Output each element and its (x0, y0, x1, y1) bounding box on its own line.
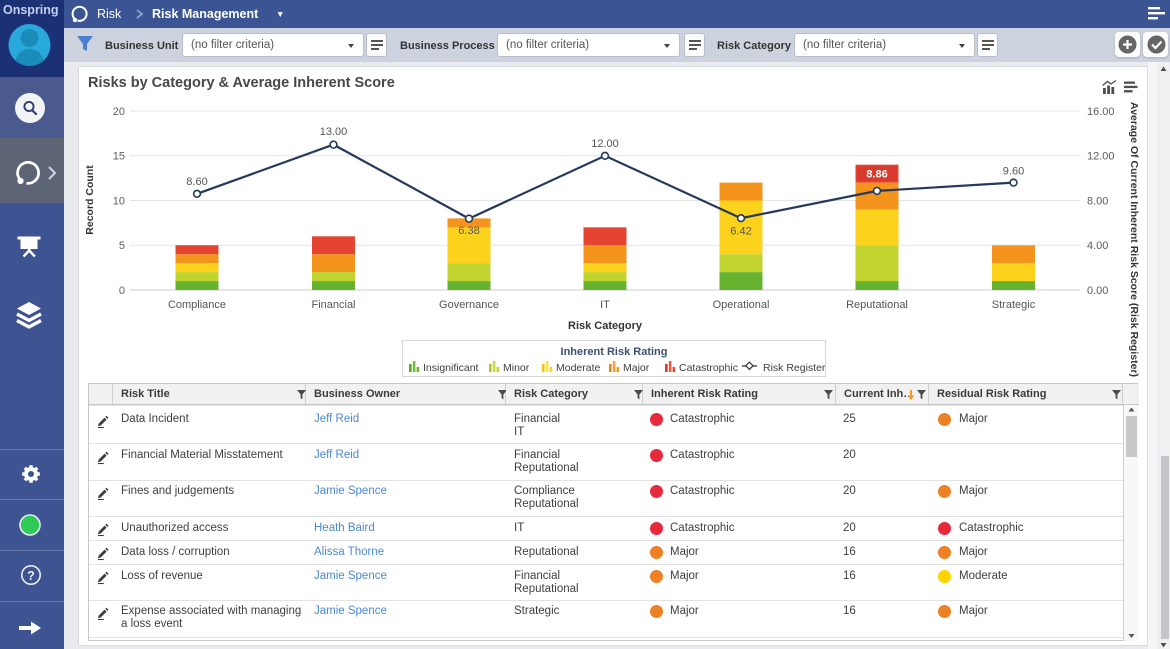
svg-text:Catastrophic: Catastrophic (679, 362, 738, 374)
svg-text:Minor: Minor (503, 362, 530, 374)
svg-text:Insignificant: Insignificant (423, 362, 479, 374)
svg-text:?: ? (27, 569, 35, 583)
svg-text:Major: Major (623, 362, 650, 374)
svg-text:Risk Register: Risk Register (763, 362, 826, 374)
svg-text:Moderate: Moderate (556, 362, 601, 374)
